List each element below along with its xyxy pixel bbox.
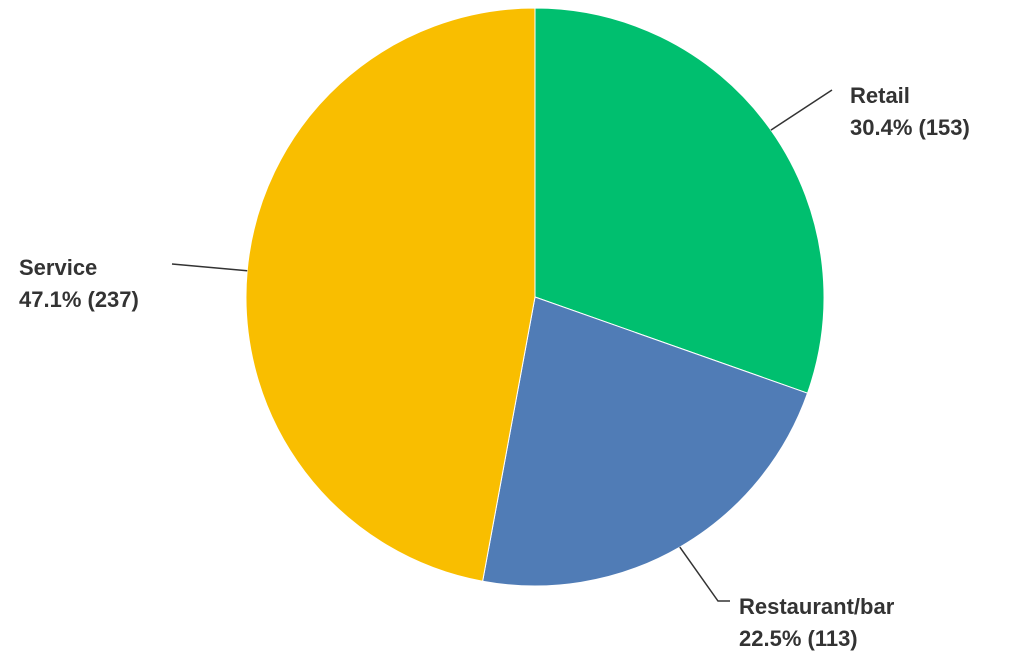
label-retail: Retail 30.4% (153) bbox=[850, 80, 970, 144]
leader-line-retail bbox=[770, 89, 833, 131]
pie-slice-restaurant-bar bbox=[482, 296, 809, 587]
pie-slice-retail bbox=[534, 7, 825, 394]
label-service-name: Service bbox=[19, 255, 98, 280]
label-restaurant-bar: Restaurant/bar 22.5% (113) bbox=[739, 591, 894, 655]
label-retail-value: 30.4% (153) bbox=[850, 115, 970, 140]
label-service-value: 47.1% (237) bbox=[19, 287, 139, 312]
pie-slice-service bbox=[245, 7, 536, 582]
leader-line-service bbox=[171, 263, 248, 272]
label-restaurant-bar-name: Restaurant/bar bbox=[739, 594, 895, 619]
label-restaurant-bar-value: 22.5% (113) bbox=[739, 626, 858, 651]
leader-line-restaurant-bar bbox=[679, 546, 730, 602]
label-service: Service 47.1% (237) bbox=[19, 252, 139, 316]
label-retail-name: Retail bbox=[850, 83, 910, 108]
